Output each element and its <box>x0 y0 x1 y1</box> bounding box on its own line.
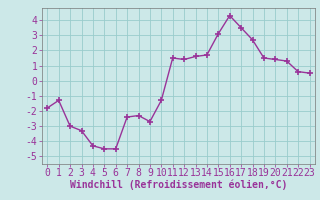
X-axis label: Windchill (Refroidissement éolien,°C): Windchill (Refroidissement éolien,°C) <box>70 180 287 190</box>
